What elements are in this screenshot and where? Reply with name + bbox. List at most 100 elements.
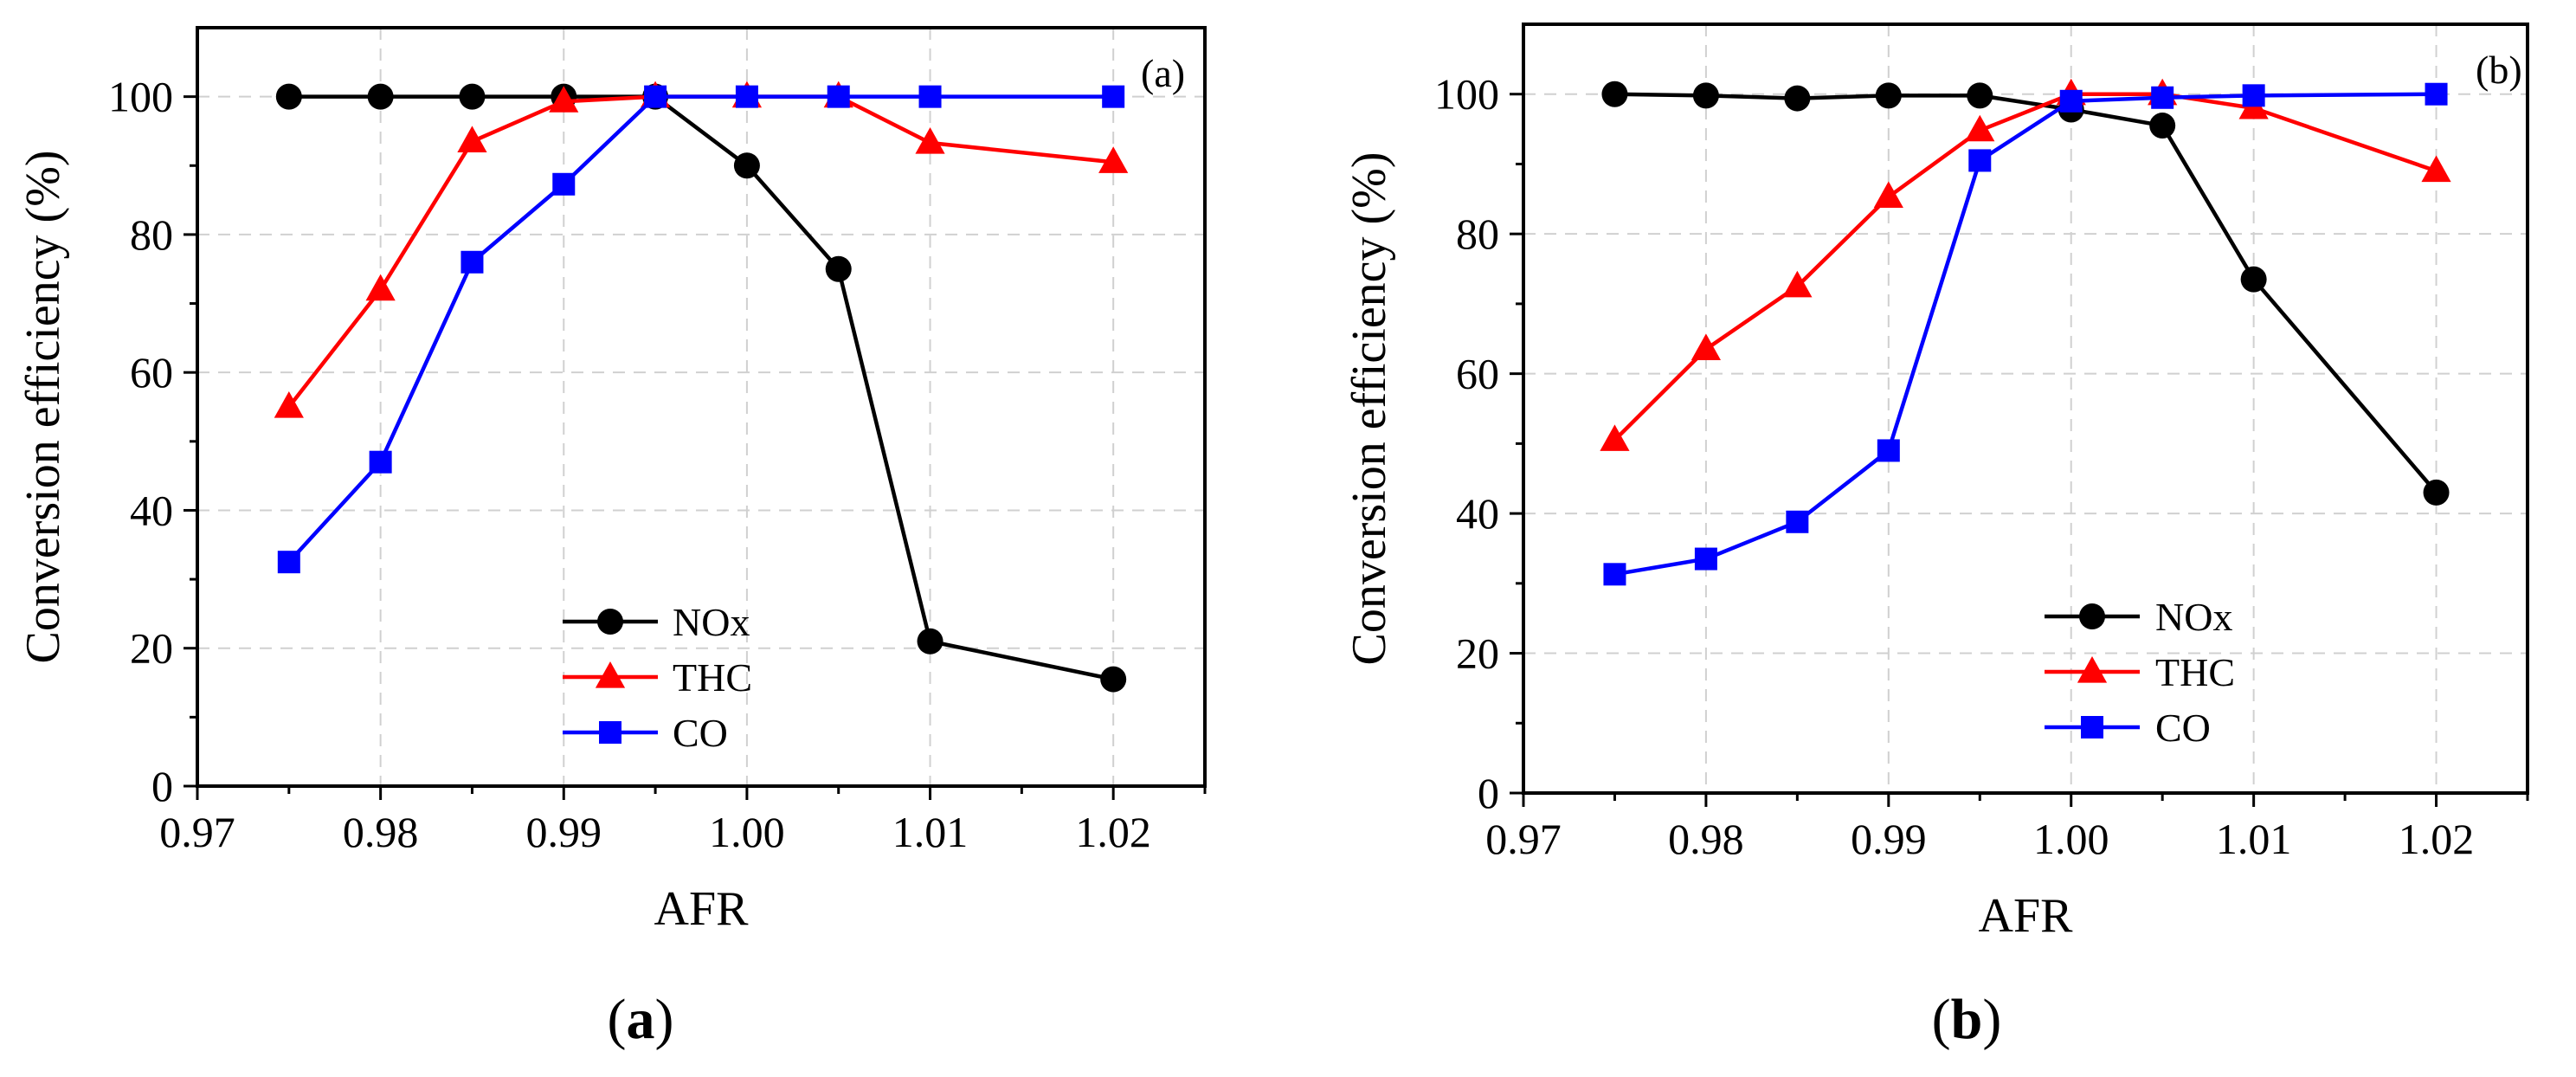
legend-item-nox: NOx — [563, 600, 750, 644]
marker-co-6 — [827, 85, 850, 108]
y-tick-label-5: 100 — [1434, 70, 1499, 119]
marker-nox-8 — [2423, 479, 2450, 506]
marker-nox-6 — [2149, 113, 2176, 139]
marker-co-4 — [1968, 149, 1992, 172]
marker-co-0 — [277, 551, 300, 574]
marker-co-6 — [2151, 86, 2174, 109]
x-tick-label-1: 0.98 — [343, 808, 419, 856]
x-tick-label-0: 0.97 — [1485, 815, 1562, 863]
chart-panel-a: 0.97 0.98 0.99 1.00 1.01 1.02 0 20 40 60 80 100 AFR C… — [16, 26, 1207, 936]
y-tick-label-1: 20 — [130, 624, 173, 673]
marker-co-7 — [918, 85, 942, 108]
legend-marker-nox — [2079, 603, 2105, 629]
legend-label-thc: THC — [2155, 650, 2235, 694]
marker-nox-6 — [825, 255, 852, 282]
marker-co-2 — [1786, 510, 1809, 533]
x-tick-label-3: 1.00 — [2033, 815, 2109, 863]
y-axis-title: Conversion efficiency (%) — [16, 151, 70, 664]
x-tick-label-4: 1.01 — [892, 808, 969, 856]
x-tick-label-1: 0.98 — [1668, 815, 1744, 863]
marker-thc-2 — [1782, 270, 1813, 298]
series-line-thc — [287, 94, 1114, 409]
marker-nox-7 — [917, 628, 943, 655]
y-tick-label-0: 0 — [1478, 769, 1499, 817]
y-axis-title: Conversion efficiency (%) — [1343, 152, 1396, 666]
panel-label-b: (b) — [2476, 48, 2522, 92]
x-axis-title: AFR — [1979, 889, 2074, 943]
legend-marker-nox — [597, 609, 623, 635]
marker-co-1 — [1694, 547, 1717, 571]
caption-b-letter: b — [1950, 988, 1983, 1051]
legend-label-co: CO — [2155, 706, 2211, 750]
marker-thc-1 — [365, 274, 396, 301]
legend-label-thc: THC — [673, 655, 752, 700]
series-line-thc — [1613, 92, 2438, 442]
marker-co-3 — [552, 172, 576, 196]
marker-thc-3 — [549, 86, 579, 113]
marker-co-8 — [1102, 85, 1125, 108]
marker-thc-3 — [1873, 181, 1903, 208]
caption-a-close: ) — [654, 988, 674, 1051]
caption-b-close: ) — [1982, 988, 2002, 1051]
marker-nox-3 — [1875, 82, 1902, 109]
marker-nox-0 — [275, 83, 302, 110]
y-tick-label-3: 60 — [1456, 350, 1499, 398]
marker-thc-0 — [1600, 424, 1630, 451]
marker-nox-0 — [1601, 81, 1628, 107]
y-tick-label-1: 20 — [1456, 629, 1499, 678]
caption-a-letter: a — [626, 988, 655, 1051]
y-tick-label-5: 100 — [108, 73, 173, 121]
y-tick-label-3: 60 — [130, 348, 173, 397]
marker-co-3 — [1877, 439, 1900, 462]
plot-frame — [196, 26, 1207, 788]
marker-co-7 — [2242, 84, 2265, 107]
marker-nox-2 — [1784, 85, 1811, 112]
x-tick-label-5: 1.02 — [2399, 815, 2475, 863]
marker-thc-8 — [2421, 155, 2451, 183]
series-line-co — [1614, 92, 2437, 577]
x-tick-label-3: 1.00 — [709, 808, 785, 856]
legend-marker-thc — [2077, 656, 2108, 683]
marker-nox-4 — [1967, 82, 1993, 109]
y-tick-label-2: 40 — [130, 486, 173, 534]
caption-b: (b) — [1932, 987, 2002, 1053]
panel-label-a: (a) — [1141, 51, 1185, 95]
caption-a-open: ( — [607, 988, 627, 1051]
legend-label-nox: NOx — [2155, 595, 2232, 639]
x-tick-label-0: 0.97 — [159, 808, 235, 856]
marker-co-5 — [2059, 89, 2083, 113]
marker-thc-4 — [1965, 114, 1995, 142]
marker-thc-2 — [457, 126, 487, 152]
legend-label-co: CO — [673, 711, 728, 755]
marker-thc-7 — [915, 126, 945, 154]
legend-item-co: CO — [563, 711, 728, 755]
legend-marker-co — [599, 721, 621, 744]
y-tick-label-2: 40 — [1456, 489, 1499, 538]
y-tick-label-4: 80 — [130, 210, 173, 259]
marker-co-1 — [369, 450, 392, 474]
marker-thc-8 — [1098, 146, 1129, 173]
legend-label-nox: NOx — [673, 600, 750, 644]
y-tick-label-4: 80 — [1456, 210, 1499, 258]
chart-panel-b: 0.97 0.98 0.99 1.00 1.01 1.02 0 20 40 60 80 100 AFR C… — [1343, 23, 2529, 943]
legend-item-co: CO — [2045, 706, 2211, 750]
marker-co-2 — [460, 250, 484, 274]
x-tick-label-5: 1.02 — [1075, 808, 1151, 856]
marker-nox-1 — [367, 83, 394, 110]
marker-co-5 — [735, 85, 758, 108]
x-tick-label-2: 0.99 — [1851, 815, 1927, 863]
x-tick-label-2: 0.99 — [526, 808, 602, 856]
plot-frame — [1522, 23, 2529, 795]
legend-marker-co — [2081, 716, 2103, 738]
marker-thc-1 — [1690, 333, 1722, 360]
marker-co-4 — [644, 85, 667, 108]
marker-nox-7 — [2240, 266, 2267, 293]
series-line-nox — [1614, 92, 2438, 494]
x-axis-title: AFR — [654, 882, 750, 936]
marker-nox-2 — [459, 83, 486, 110]
caption-a: (a) — [608, 987, 674, 1053]
marker-nox-8 — [1100, 666, 1127, 693]
marker-co-8 — [2425, 82, 2448, 106]
legend-item-nox: NOx — [2045, 595, 2232, 639]
